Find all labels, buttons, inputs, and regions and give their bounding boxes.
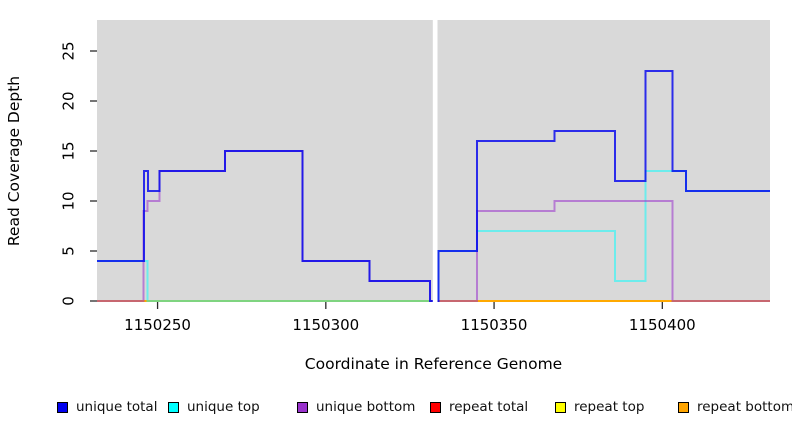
legend-swatch-icon bbox=[168, 401, 179, 413]
legend-item: repeat bottom bbox=[678, 397, 792, 417]
y-tick-label: 5 bbox=[59, 246, 77, 256]
legend-item: unique total bbox=[57, 397, 157, 417]
y-tick-label: 15 bbox=[59, 141, 77, 160]
legend-label: unique bottom bbox=[316, 399, 416, 415]
legend-item: repeat top bbox=[555, 397, 644, 417]
y-tick-label: 10 bbox=[59, 191, 77, 210]
legend: unique total unique top unique bottom re… bbox=[0, 397, 792, 419]
legend-swatch-icon bbox=[678, 401, 689, 413]
x-tick-label: 1150300 bbox=[292, 316, 359, 334]
legend-label: unique top bbox=[187, 399, 260, 415]
y-tick-label: 0 bbox=[59, 296, 77, 306]
legend-label: repeat top bbox=[574, 399, 645, 415]
legend-swatch-icon bbox=[297, 401, 308, 413]
x-axis-title: Coordinate in Reference Genome bbox=[305, 355, 562, 373]
x-tick-label: 1150250 bbox=[124, 316, 191, 334]
legend-item: unique bottom bbox=[297, 397, 415, 417]
y-axis-title: Read Coverage Depth bbox=[5, 76, 23, 246]
legend-label: repeat bottom bbox=[697, 399, 792, 415]
legend-swatch-icon bbox=[430, 401, 441, 413]
legend-swatch-icon bbox=[57, 401, 68, 413]
coverage-gap-band bbox=[432, 20, 438, 302]
x-tick-label: 1150350 bbox=[461, 316, 528, 334]
y-tick-label: 25 bbox=[59, 41, 77, 60]
y-tick-label: 20 bbox=[59, 91, 77, 110]
legend-label: unique total bbox=[76, 399, 158, 415]
legend-item: unique top bbox=[168, 397, 260, 417]
legend-item: repeat total bbox=[430, 397, 528, 417]
x-tick-label: 1150400 bbox=[629, 316, 696, 334]
legend-label: repeat total bbox=[449, 399, 529, 415]
legend-swatch-icon bbox=[555, 401, 566, 413]
